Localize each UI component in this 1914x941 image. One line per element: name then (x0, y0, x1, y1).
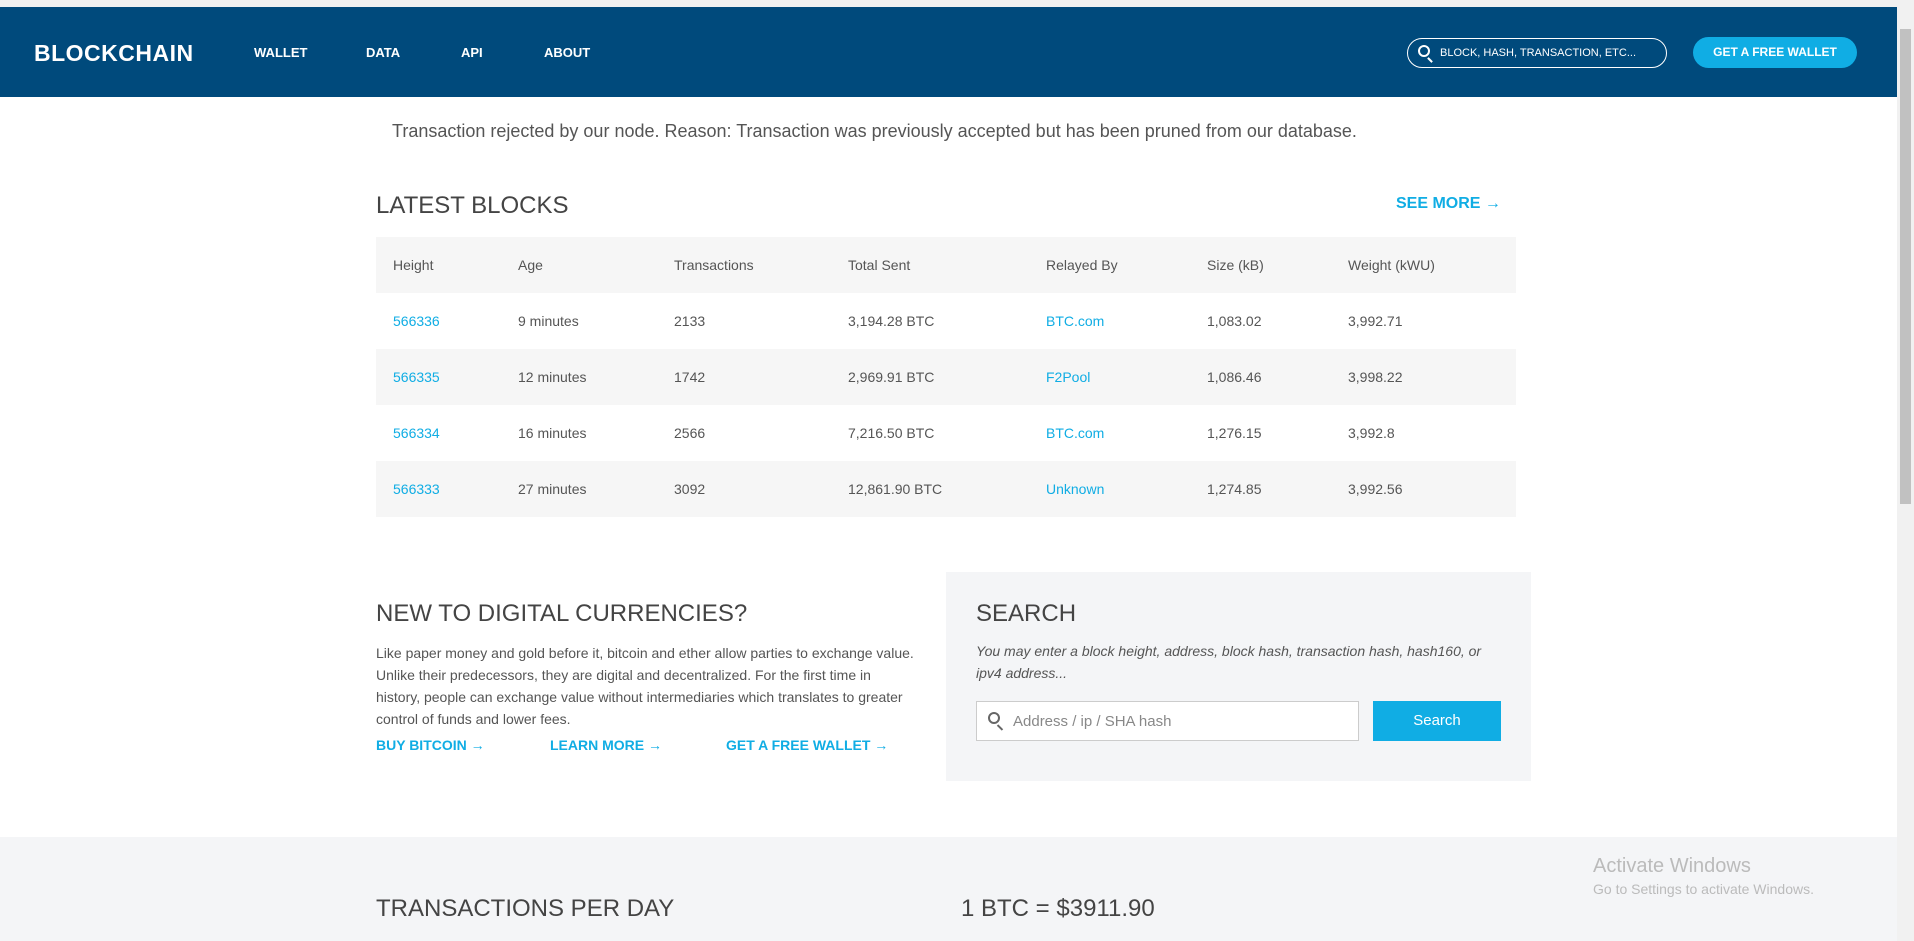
col-height: Height (393, 257, 434, 273)
search-placeholder: Address / ip / SHA hash (1013, 713, 1172, 730)
weight: 3,992.71 (1348, 313, 1403, 329)
table-row: 566336 9 minutes 2133 3,194.28 BTC BTC.c… (376, 293, 1516, 349)
intro-body: Like paper money and gold before it, bit… (376, 645, 914, 727)
search-title: SEARCH (976, 600, 1077, 627)
weight: 3,992.56 (1348, 481, 1403, 497)
logo[interactable]: BLOCKCHAIN (34, 40, 194, 66)
search-panel: SEARCH You may enter a block height, add… (946, 572, 1531, 781)
search-placeholder: BLOCK, HASH, TRANSACTION, ETC... (1440, 47, 1636, 59)
search-button[interactable]: Search (1373, 701, 1501, 741)
see-more-label: SEE MORE (1396, 195, 1481, 212)
stats-section: TRANSACTIONS PER DAY 1 BTC = $3911.90 (0, 837, 1897, 941)
age: 27 minutes (518, 481, 587, 497)
buy-bitcoin-link[interactable]: BUY BITCOIN → (376, 737, 485, 753)
table-row: 566333 27 minutes 3092 12,861.90 BTC Unk… (376, 461, 1516, 517)
browser-strip (0, 0, 1914, 7)
block-height-link[interactable]: 566335 (393, 369, 440, 385)
col-relayed-by: Relayed By (1046, 257, 1118, 273)
nav-wallet[interactable]: WALLET (254, 45, 308, 60)
total-sent: 12,861.90 BTC (848, 481, 943, 497)
search-icon (1418, 45, 1430, 57)
buy-bitcoin-label: BUY BITCOIN (376, 737, 467, 753)
learn-more-label: LEARN MORE (550, 737, 645, 753)
age: 12 minutes (518, 369, 587, 385)
search-icon (988, 712, 1000, 724)
get-free-wallet-link[interactable]: GET A FREE WALLET → (726, 737, 888, 753)
col-transactions: Transactions (674, 257, 754, 273)
relayed-by-link[interactable]: Unknown (1046, 481, 1105, 497)
age: 9 minutes (518, 313, 579, 329)
activate-windows-title: Activate Windows (1593, 855, 1751, 877)
intro-title: NEW TO DIGITAL CURRENCIES? (376, 600, 748, 627)
scrollbar[interactable] (1897, 7, 1914, 941)
scrollbar-thumb[interactable] (1900, 29, 1911, 504)
total-sent: 2,969.91 BTC (848, 369, 935, 385)
transactions: 1742 (674, 369, 706, 385)
learn-more-link[interactable]: LEARN MORE → (550, 737, 662, 753)
get-free-wallet-label: GET A FREE WALLET (726, 737, 871, 753)
relayed-by-link[interactable]: BTC.com (1046, 313, 1105, 329)
total-sent: 3,194.28 BTC (848, 313, 935, 329)
arrow-right-icon: → (648, 737, 663, 753)
relayed-by-link[interactable]: BTC.com (1046, 425, 1105, 441)
table-row: 566334 16 minutes 2566 7,216.50 BTC BTC.… (376, 405, 1516, 461)
size: 1,083.02 (1207, 313, 1262, 329)
col-size: Size (kB) (1207, 257, 1264, 273)
search-description: You may enter a block height, address, b… (976, 643, 1482, 681)
table-header-row: Height Age Transactions Total Sent Relay… (376, 237, 1516, 293)
nav-data[interactable]: DATA (366, 45, 401, 60)
transactions: 2566 (674, 425, 706, 441)
relayed-by-link[interactable]: F2Pool (1046, 369, 1091, 385)
header: BLOCKCHAIN WALLET DATA API ABOUT BLOCK, … (0, 7, 1897, 97)
get-free-wallet-button[interactable]: GET A FREE WALLET (1693, 37, 1857, 68)
header-search-input[interactable]: BLOCK, HASH, TRANSACTION, ETC... (1407, 38, 1667, 68)
arrow-right-icon: → (874, 737, 889, 753)
nav-api[interactable]: API (461, 45, 483, 60)
see-more-link[interactable]: SEE MORE → (1396, 195, 1501, 213)
size: 1,276.15 (1207, 425, 1262, 441)
col-age: Age (518, 257, 543, 273)
nav-about[interactable]: ABOUT (544, 45, 591, 60)
block-height-link[interactable]: 566336 (393, 313, 440, 329)
col-weight: Weight (kWU) (1348, 257, 1435, 273)
col-total-sent: Total Sent (848, 257, 911, 273)
transactions: 3092 (674, 481, 706, 497)
weight: 3,992.8 (1348, 425, 1395, 441)
total-sent: 7,216.50 BTC (848, 425, 935, 441)
search-input[interactable]: Address / ip / SHA hash (976, 701, 1359, 741)
size: 1,086.46 (1207, 369, 1262, 385)
arrow-right-icon: → (470, 737, 485, 753)
error-message: Transaction rejected by our node. Reason… (392, 121, 1357, 141)
activate-windows-subtitle: Go to Settings to activate Windows. (1593, 881, 1814, 897)
age: 16 minutes (518, 425, 587, 441)
arrow-right-icon: → (1484, 195, 1501, 212)
transactions: 2133 (674, 313, 706, 329)
table-row: 566335 12 minutes 1742 2,969.91 BTC F2Po… (376, 349, 1516, 405)
blocks-table: Height Age Transactions Total Sent Relay… (376, 237, 1516, 517)
btc-price: 1 BTC = $3911.90 (961, 895, 1155, 922)
block-height-link[interactable]: 566333 (393, 481, 440, 497)
latest-blocks-title: LATEST BLOCKS (376, 192, 569, 219)
weight: 3,998.22 (1348, 369, 1403, 385)
block-height-link[interactable]: 566334 (393, 425, 440, 441)
size: 1,274.85 (1207, 481, 1262, 497)
transactions-per-day-title: TRANSACTIONS PER DAY (376, 895, 675, 922)
